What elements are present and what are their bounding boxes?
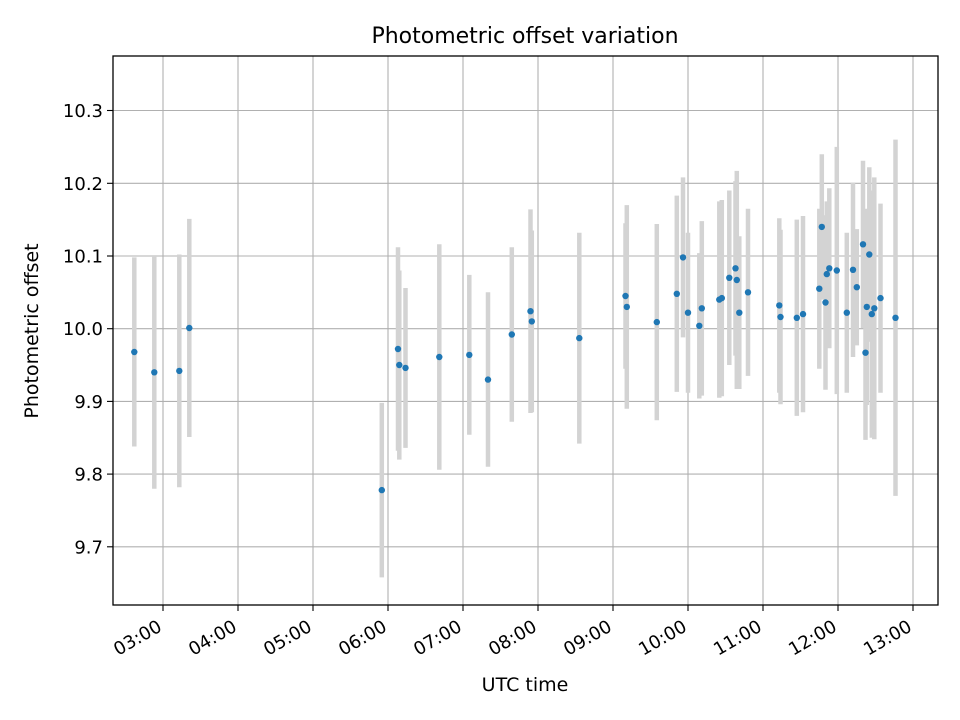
y-tick-label: 10.3 <box>63 101 103 122</box>
chart-title: Photometric offset variation <box>371 24 678 49</box>
data-point <box>732 265 739 272</box>
y-axis-label: Photometric offset <box>21 243 43 418</box>
data-point <box>866 251 873 258</box>
data-point <box>528 318 535 325</box>
y-tick-label: 9.8 <box>74 465 103 486</box>
data-point <box>679 254 687 261</box>
data-point <box>849 266 857 273</box>
data-point <box>736 309 743 316</box>
x-axis-label: UTC time <box>482 674 569 696</box>
x-tick-label: 09:00 <box>560 616 615 660</box>
y-tick-label: 10.2 <box>63 174 103 195</box>
data-point <box>823 270 830 278</box>
data-point <box>484 376 492 383</box>
data-point <box>508 331 515 338</box>
y-tick-label: 10.0 <box>63 319 103 340</box>
data-point <box>726 274 733 281</box>
y-tick-label: 9.9 <box>74 392 103 413</box>
errorbar-layer <box>132 139 898 578</box>
data-point <box>378 486 385 494</box>
x-tick-label: 06:00 <box>335 616 390 660</box>
data-point <box>176 367 183 375</box>
x-tick-label: 07:00 <box>410 616 465 660</box>
data-point <box>853 284 860 291</box>
x-tick-label: 13:00 <box>860 616 915 660</box>
data-point <box>862 349 869 356</box>
data-point <box>816 285 823 292</box>
x-tick-label: 03:00 <box>110 616 165 660</box>
y-tick-label: 9.7 <box>74 537 103 558</box>
data-point <box>833 267 840 274</box>
data-point <box>673 290 680 297</box>
data-point <box>396 361 403 369</box>
data-point <box>576 334 583 342</box>
data-point <box>684 309 692 316</box>
data-point <box>863 303 870 311</box>
data-point <box>131 348 138 356</box>
data-point <box>698 305 705 312</box>
x-tick-label: 11:00 <box>710 616 765 660</box>
data-point <box>793 314 800 321</box>
data-point <box>871 305 878 312</box>
x-tick-label: 10:00 <box>635 616 690 660</box>
data-point <box>653 318 660 326</box>
x-tick-label: 08:00 <box>485 616 540 660</box>
y-tick-label: 10.1 <box>63 247 103 268</box>
data-point <box>623 303 630 311</box>
data-point <box>622 292 629 300</box>
x-tick-label: 12:00 <box>785 616 840 660</box>
data-point <box>718 294 725 302</box>
data-point <box>822 299 829 306</box>
plot-frame <box>112 55 939 606</box>
data-point <box>696 322 703 329</box>
data-point <box>826 265 833 272</box>
data-point <box>877 294 884 302</box>
data-point <box>859 241 867 248</box>
data-point <box>733 276 740 284</box>
data-point <box>466 351 473 359</box>
data-point <box>402 364 409 372</box>
data-point <box>186 324 193 332</box>
x-tick-label: 05:00 <box>260 616 315 660</box>
data-point <box>868 310 875 318</box>
data-point <box>151 369 158 376</box>
data-point <box>527 308 534 315</box>
data-point <box>892 314 899 321</box>
data-point <box>777 313 784 321</box>
data-point <box>843 309 850 316</box>
data-point <box>394 345 402 353</box>
grid-layer <box>113 56 938 605</box>
data-point <box>744 289 752 296</box>
data-point <box>776 302 783 309</box>
point-layer <box>131 223 899 494</box>
data-point <box>436 353 443 361</box>
data-point <box>799 310 807 318</box>
x-tick-label: 04:00 <box>185 616 240 660</box>
data-point <box>818 223 825 231</box>
